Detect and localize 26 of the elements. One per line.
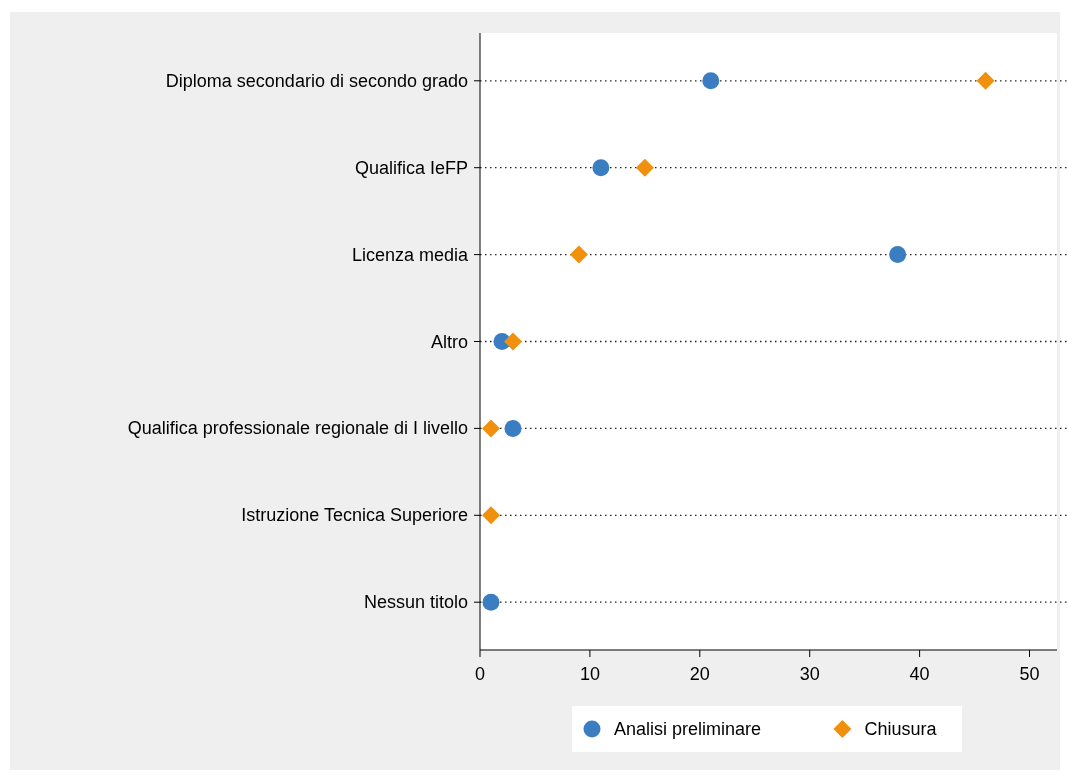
y-tick-label: Qualifica IeFP bbox=[354, 157, 468, 178]
x-tick-label: 50 bbox=[1019, 664, 1040, 684]
x-tick-label: 10 bbox=[579, 664, 600, 684]
legend-label: Analisi preliminare bbox=[614, 719, 762, 739]
x-tick-label: 40 bbox=[909, 664, 930, 684]
point bbox=[889, 246, 907, 264]
point bbox=[504, 419, 522, 437]
point bbox=[635, 158, 654, 177]
x-tick-label: 30 bbox=[799, 664, 820, 684]
point bbox=[702, 72, 720, 90]
x-tick-label: 0 bbox=[474, 664, 486, 684]
point bbox=[482, 593, 500, 611]
y-tick-label: Istruzione Tecnica Superiore bbox=[241, 505, 468, 526]
y-tick-label: Diploma secondario di secondo grado bbox=[165, 70, 468, 91]
x-tick-label: 20 bbox=[689, 664, 710, 684]
y-tick-label: Qualifica professionale regionale di I livello bbox=[127, 418, 468, 439]
y-tick-label: Licenza media bbox=[351, 244, 469, 265]
y-tick-label: Altro bbox=[430, 331, 468, 352]
point bbox=[481, 419, 500, 438]
point bbox=[592, 159, 610, 177]
point bbox=[503, 332, 522, 351]
legend-label: Chiusura bbox=[864, 719, 938, 739]
point bbox=[481, 506, 500, 525]
y-tick-label: Nessun titolo bbox=[363, 592, 468, 613]
point bbox=[569, 245, 588, 264]
point bbox=[976, 71, 995, 90]
